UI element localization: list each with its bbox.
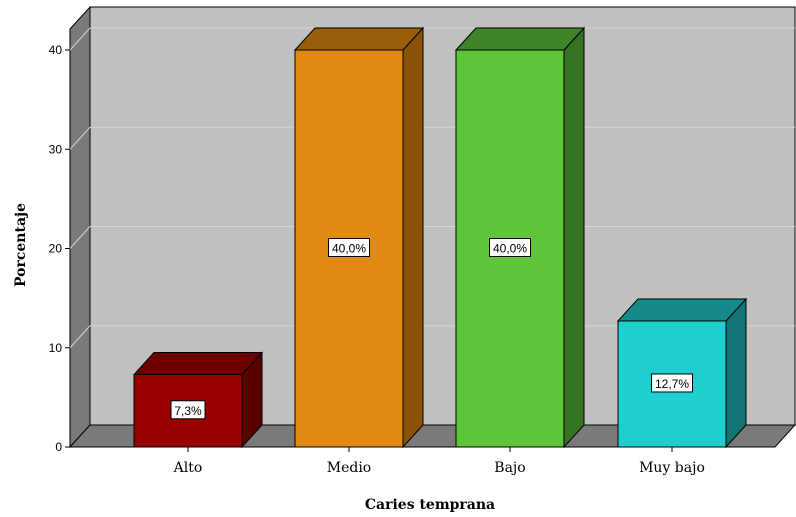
data-label-box	[651, 373, 693, 393]
data-label: 7,3%	[170, 400, 206, 420]
x-tick-label: Medio	[327, 460, 372, 476]
data-label: 12,7%	[651, 373, 693, 393]
y-tick-label: 10	[49, 341, 63, 355]
bar-muy-bajo: 12,7%	[616, 297, 748, 449]
x-axis-ticks: Alto Medio Bajo Muy bajo	[173, 447, 705, 476]
bar-top	[132, 352, 264, 376]
y-tick-label: 30	[49, 142, 63, 156]
x-axis-title: Caries temprana	[365, 497, 495, 513]
data-label-text: 40,0%	[332, 242, 366, 256]
y-axis-ticks: 0 10 20 30 40	[49, 43, 70, 454]
bar-top	[293, 27, 425, 51]
x-tick-label: Muy bajo	[639, 460, 705, 476]
data-label-text: 40,0%	[493, 242, 527, 256]
grid-line-wall	[69, 226, 91, 249]
grid-line-wall	[69, 325, 91, 349]
x-tick-label: Bajo	[494, 460, 525, 476]
bars: 7,3% 40,0% 40,0% 12,7%	[132, 26, 748, 449]
bar-side	[725, 297, 747, 449]
plot-left-wall	[69, 5, 91, 449]
bar-side	[563, 26, 585, 449]
bar-medio: 40,0%	[293, 26, 425, 449]
y-tick-label: 0	[55, 440, 62, 454]
bar-top	[454, 27, 586, 51]
bar-top	[616, 298, 748, 322]
y-tick-label: 20	[49, 242, 63, 256]
x-tick-label: Alto	[173, 460, 203, 476]
grid-line-wall	[69, 27, 91, 51]
bar-bajo: 40,0%	[454, 26, 586, 449]
data-label: 40,0%	[328, 238, 370, 257]
data-label-text: 7,3%	[174, 404, 202, 418]
y-tick-label: 40	[49, 43, 63, 57]
bar-side	[402, 26, 424, 449]
bar-front	[617, 320, 727, 448]
data-label-box	[170, 400, 206, 420]
data-label-box	[328, 238, 370, 257]
grid-line-wall	[69, 126, 91, 150]
data-label-text: 12,7%	[655, 377, 689, 391]
data-label: 40,0%	[489, 238, 531, 257]
y-axis-title: Porcentaje	[13, 203, 29, 287]
data-label-box	[489, 238, 531, 257]
bar-alto: 7,3%	[132, 351, 264, 449]
